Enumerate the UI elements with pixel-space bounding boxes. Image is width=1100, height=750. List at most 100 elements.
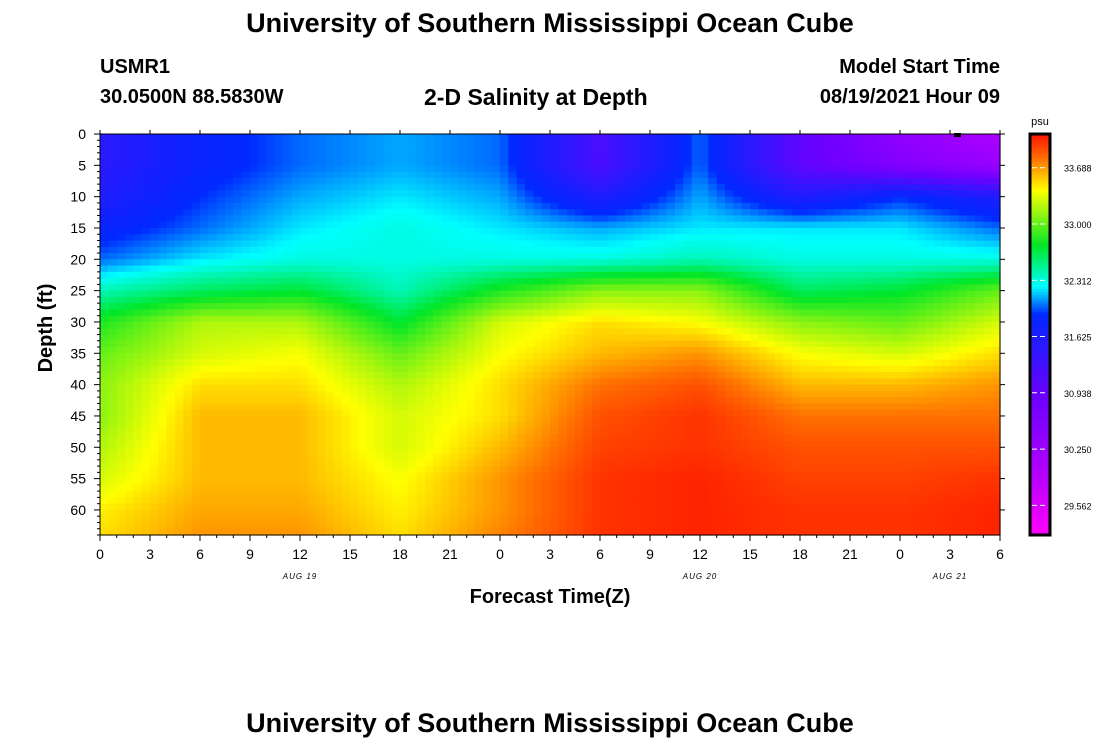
heatmap-cell [833,159,843,166]
heatmap-cell [883,303,893,311]
heatmap-cell [500,347,509,354]
heatmap-cell [183,422,193,430]
heatmap-cell [583,334,593,342]
heatmap-cell [200,171,209,179]
heatmap-cell [166,290,176,298]
heatmap-cell [908,278,918,285]
heatmap-cell [716,353,726,361]
heatmap-cell [608,215,618,223]
heatmap-cell [750,303,759,311]
heatmap-cell [516,159,526,166]
heatmap-cell [208,184,218,191]
heatmap-cell [658,165,668,173]
heatmap-cell [966,397,976,405]
heatmap-cell [808,290,818,298]
heatmap-cell [266,165,276,173]
heatmap-cell [500,340,509,348]
heatmap-cell [633,403,643,411]
heatmap-cell [250,372,259,379]
heatmap-cell [125,246,134,254]
heatmap-cell [383,165,393,173]
heatmap-cell [741,140,751,148]
heatmap-cell [758,234,768,242]
heatmap-cell [133,390,143,398]
heatmap-cell [658,215,668,223]
heatmap-cell [425,403,434,411]
heatmap-cell [466,290,476,298]
heatmap-cell [966,328,976,336]
heatmap-cell [758,253,768,260]
heatmap-cell [408,372,418,379]
heatmap-cell [791,152,801,160]
heatmap-cell [400,265,409,273]
heatmap-cell [725,209,734,217]
heatmap-cell [200,271,209,279]
heatmap-cell [475,372,484,379]
heatmap-cell [700,372,709,379]
heatmap-cell [625,246,634,254]
heatmap-cell [816,184,826,191]
heatmap-cell [366,265,376,273]
heatmap-cell [558,415,568,423]
heatmap-cell [991,190,1001,198]
heatmap-cell [283,359,293,367]
heatmap-cell [241,365,251,373]
heatmap-cell [691,234,701,242]
heatmap-cell [633,321,643,329]
heatmap-cell [458,165,468,173]
heatmap-cell [566,284,576,292]
heatmap-cell [733,271,743,279]
heatmap-cell [183,196,193,204]
heatmap-cell [491,334,501,342]
heatmap-cell [516,390,526,398]
heatmap-cell [883,246,893,254]
heatmap-cell [341,234,351,242]
heatmap-cell [966,290,976,298]
heatmap-cell [316,334,326,342]
heatmap-cell [675,378,684,386]
heatmap-cell [308,171,318,179]
heatmap-cell [100,415,109,423]
heatmap-cell [675,140,684,148]
heatmap-cell [966,390,976,398]
heatmap-cell [741,184,751,191]
heatmap-cell [991,184,1001,191]
heatmap-cell [500,171,509,179]
heatmap-cell [725,227,734,235]
heatmap-cell [733,165,743,173]
heatmap-cell [491,152,501,160]
heatmap-cell [208,209,218,217]
heatmap-cell [575,328,584,336]
heatmap-cell [891,246,901,254]
heatmap-cell [891,227,901,235]
heatmap-cell [533,259,543,267]
heatmap-cell [533,265,543,273]
heatmap-cell [350,165,359,173]
heatmap-cell [875,340,884,348]
heatmap-cell [791,296,801,304]
heatmap-cell [175,390,184,398]
heatmap-cell [591,134,601,141]
heatmap-cell [525,347,534,354]
heatmap-cell [850,334,859,342]
heatmap-cell [350,365,359,373]
heatmap-cell [200,415,209,423]
heatmap-cell [783,171,793,179]
heatmap-cell [575,378,584,386]
heatmap-cell [441,159,451,166]
heatmap-cell [233,259,243,267]
heatmap-cell [808,171,818,179]
heatmap-cell [533,315,543,323]
heatmap-cell [966,221,976,229]
heatmap-cell [833,403,843,411]
heatmap-cell [450,415,459,423]
heatmap-cell [925,146,934,154]
heatmap-cell [108,196,118,204]
heatmap-cell [133,422,143,430]
heatmap-cell [358,303,368,311]
heatmap-cell [325,146,334,154]
heatmap-cell [216,159,226,166]
heatmap-cell [316,321,326,329]
heatmap-cell [625,365,634,373]
heatmap-cell [125,365,134,373]
